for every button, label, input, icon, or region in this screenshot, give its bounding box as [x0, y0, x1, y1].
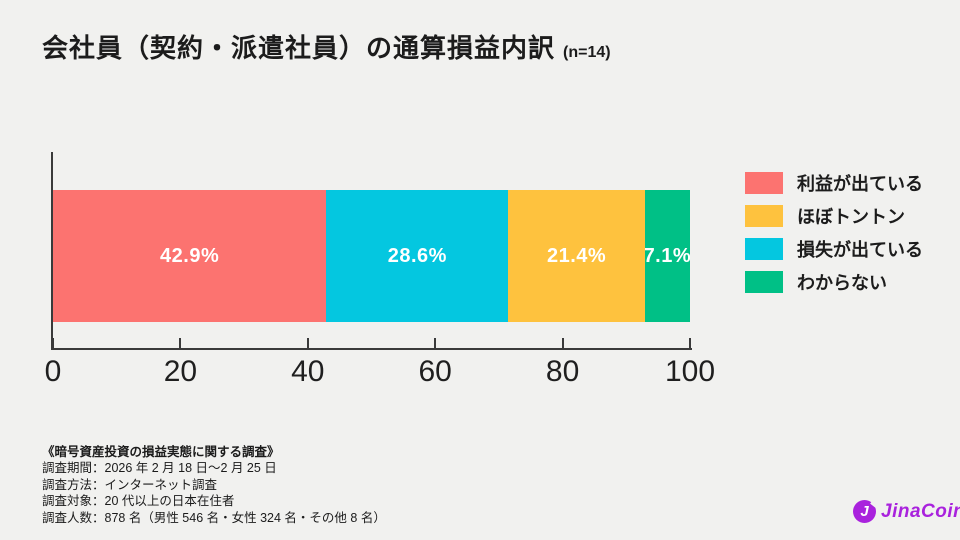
legend-item: 損失が出ている — [745, 238, 923, 260]
survey-note-line: 《暗号資産投資の損益実態に関する調査》 — [42, 445, 280, 459]
legend-swatch-icon — [745, 205, 783, 227]
survey-note-line: 調査期間：2026 年 2 月 18 日～2 月 25 日 — [42, 461, 277, 476]
legend-swatch-icon — [745, 271, 783, 293]
chart-title-text: 会社員（契約・派遣社員）の通算損益内訳 — [42, 33, 556, 63]
survey-notes: 《暗号資産投資の損益実態に関する調査》 調査期間：2026 年 2 月 18 日～… — [42, 444, 386, 526]
legend-item: わからない — [745, 271, 923, 293]
survey-note-line: 調査方法：インターネット調査 — [42, 477, 218, 492]
x-axis-tick-label: 20 — [163, 355, 198, 388]
x-axis-tick — [179, 338, 182, 348]
x-axis-tick-label: 40 — [291, 355, 325, 388]
bar-segment-2: 28.6% — [326, 190, 509, 322]
x-axis-tick-label: 60 — [418, 355, 452, 388]
survey-note-line: 調査人数：878 名（男性 546 名・女性 324 名・その他 8 名） — [42, 510, 386, 525]
x-axis-tick — [689, 338, 691, 348]
x-axis-tick-label: 100 — [664, 355, 716, 388]
plot-area: 42.9% 28.6% 21.4% 7.1% 0 20 40 60 80 100 — [45, 152, 715, 388]
x-axis-tick-label: 0 — [44, 355, 62, 388]
stacked-bar: 42.9% 28.6% 21.4% 7.1% — [53, 190, 690, 322]
jinacoin-logo-text: JinaCoin — [881, 501, 960, 523]
x-axis-labels: 0 20 40 60 80 100 — [45, 355, 715, 391]
survey-note-line: 調査対象：20 代以上の日本在住者 — [42, 494, 235, 509]
x-axis-tick — [434, 338, 437, 348]
jinacoin-logo: J JinaCoin — [853, 500, 960, 523]
x-axis-tick — [561, 338, 564, 348]
x-axis-tick — [52, 338, 54, 348]
segment-value-label: 28.6% — [387, 244, 447, 267]
legend-item: 利益が出ている — [745, 172, 923, 194]
segment-value-label: 21.4% — [546, 244, 607, 267]
legend-item: ほぼトントン — [745, 205, 923, 227]
bar-segment-1: 42.9% — [53, 190, 327, 322]
segment-value-label: 7.1% — [644, 244, 690, 267]
jinacoin-logo-wordmark: JinaCoin — [881, 500, 960, 522]
sample-size-label: (n=14) — [563, 44, 611, 61]
x-axis-line — [51, 348, 692, 350]
x-axis-tick-label: 80 — [545, 355, 580, 388]
legend: 利益が出ている ほぼトントン 損失が出ている わからない — [745, 172, 923, 304]
bar-segment-3: 21.4% — [508, 190, 645, 322]
legend-label: ほぼトントン — [797, 207, 905, 227]
legend-label: 損失が出ている — [797, 240, 923, 260]
bar-segment-4: 7.1% — [644, 190, 690, 322]
legend-swatch-icon — [745, 238, 783, 260]
legend-label: 利益が出ている — [797, 174, 923, 194]
legend-swatch-icon — [745, 172, 783, 194]
chart-title: 会社員（契約・派遣社員）の通算損益内訳 (n=14) — [42, 28, 611, 65]
segment-value-label: 42.9% — [160, 244, 220, 267]
legend-label: わからない — [797, 273, 887, 293]
x-axis-ticks — [52, 152, 691, 348]
x-axis-tick — [306, 338, 309, 348]
jinacoin-coin-icon: J — [853, 500, 876, 523]
y-axis-line — [51, 152, 53, 350]
